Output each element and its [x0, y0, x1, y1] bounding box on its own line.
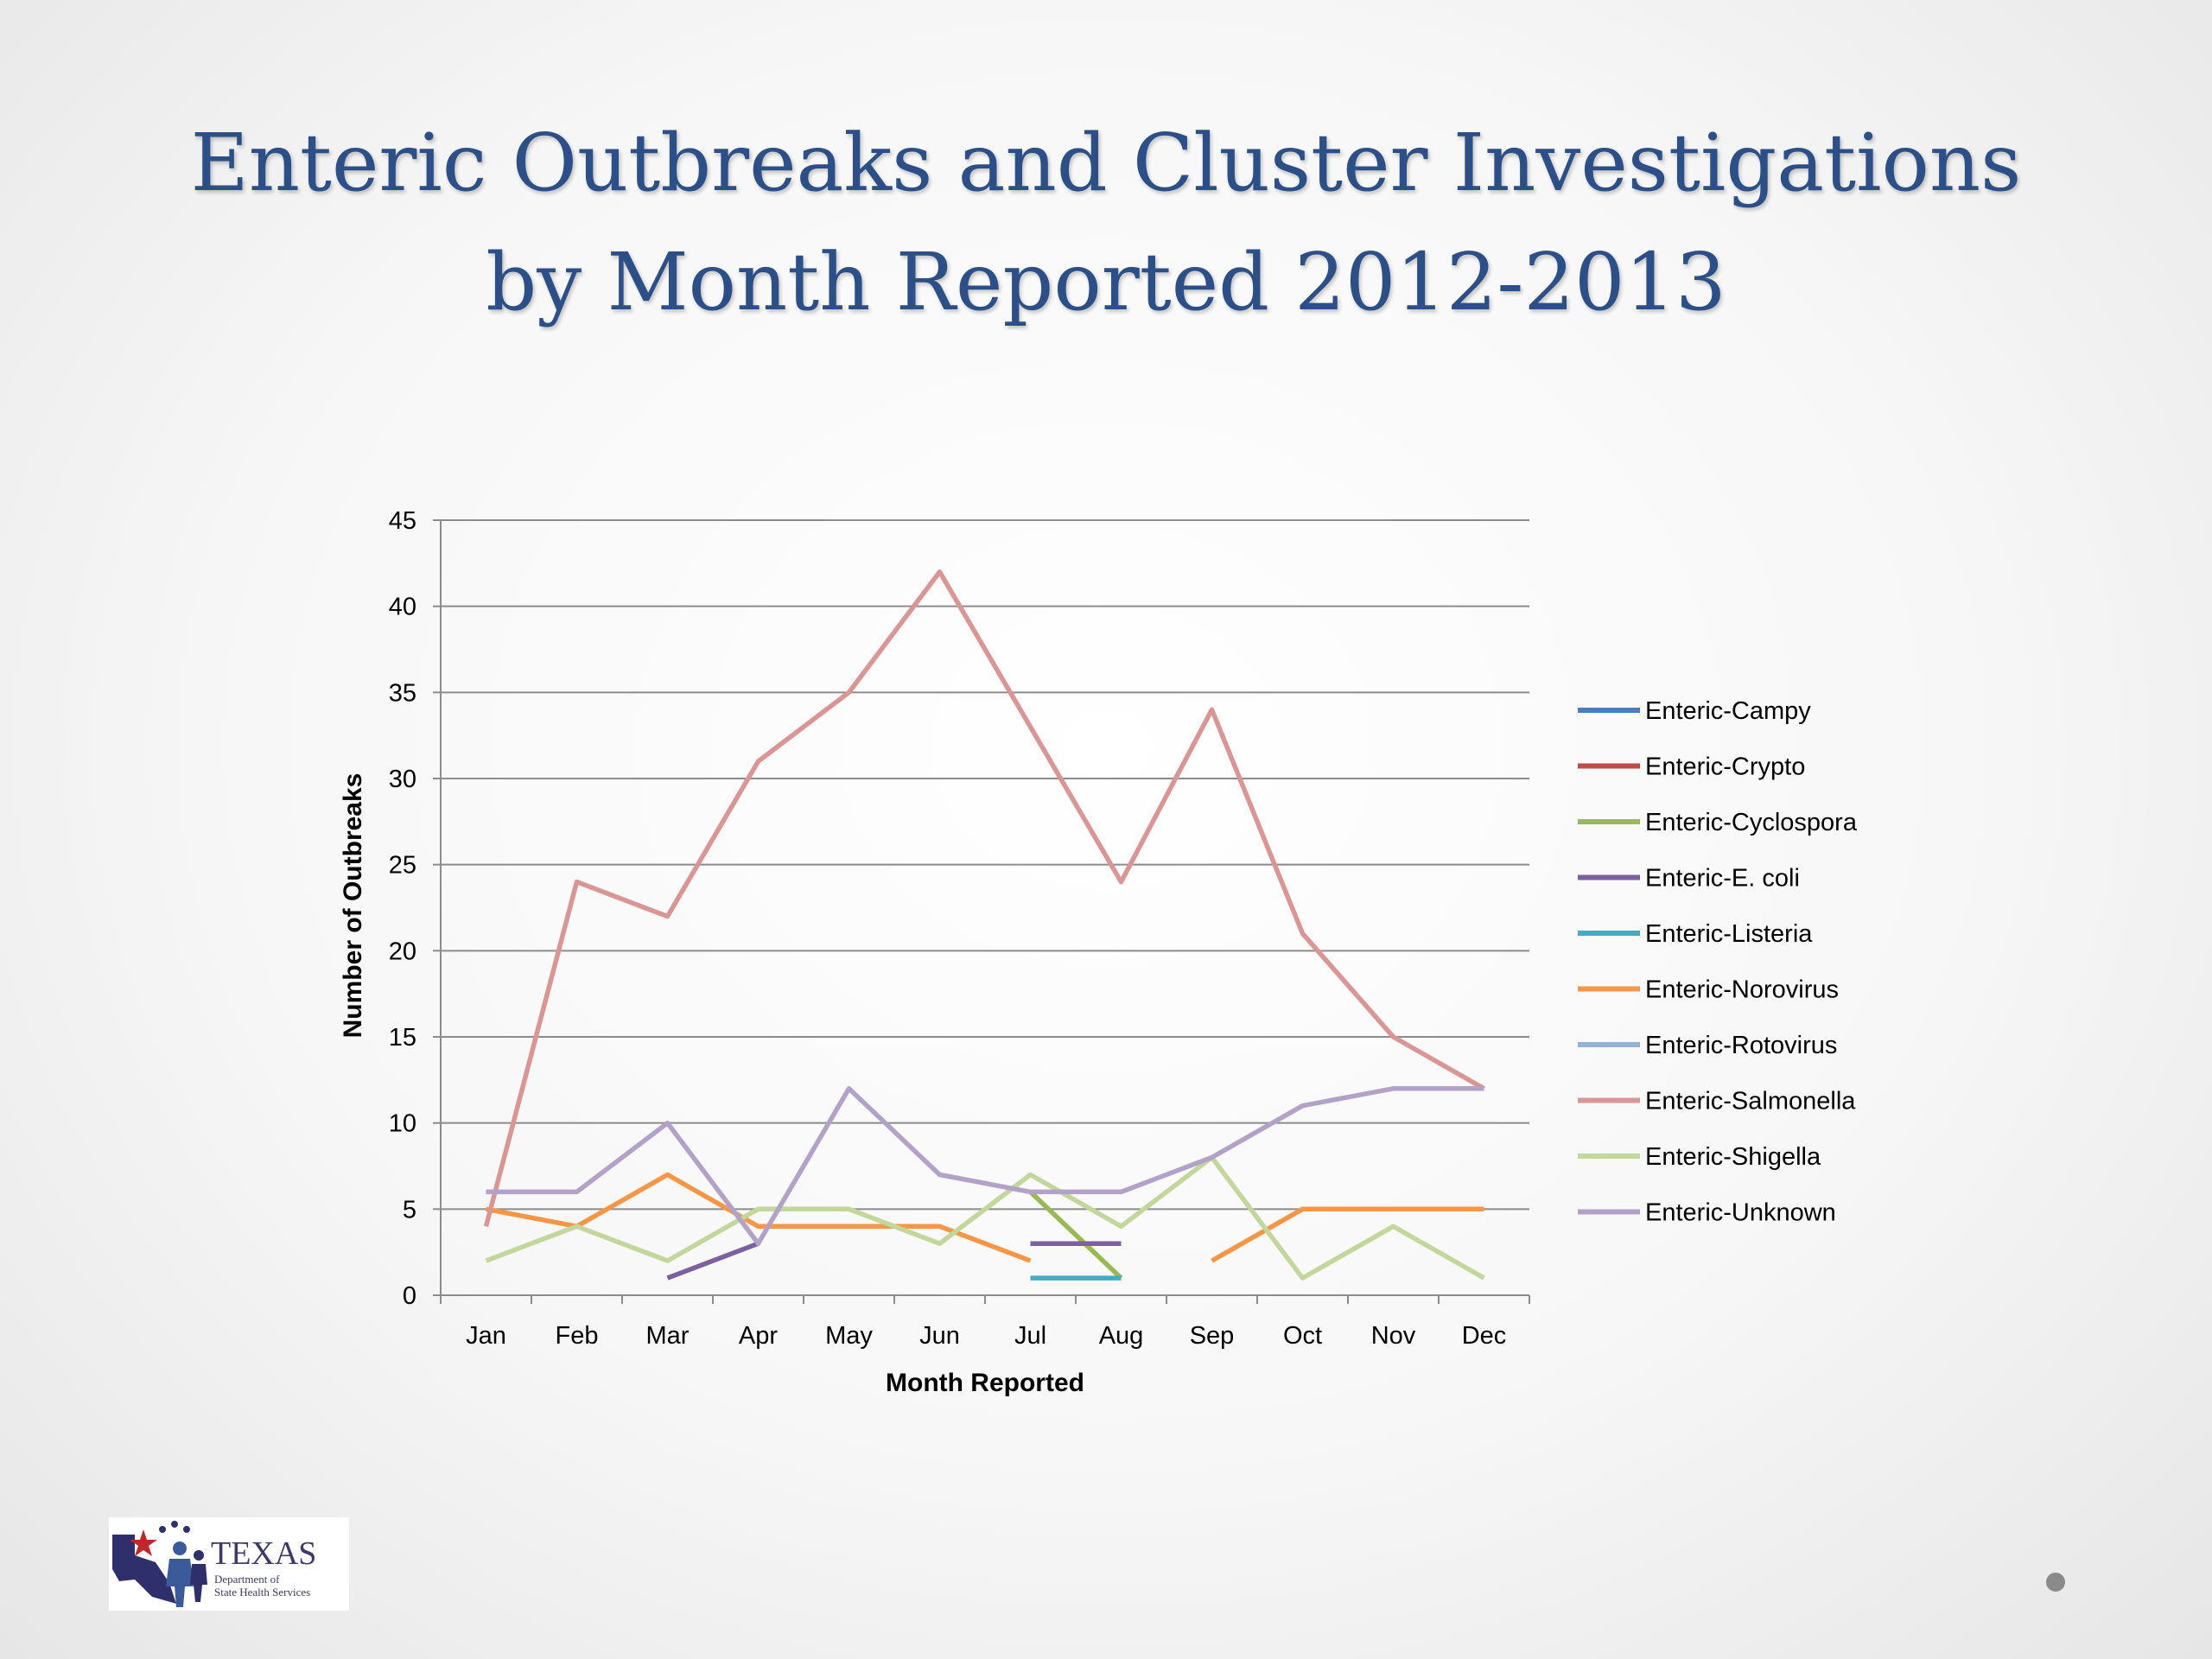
legend-item-enteric-e-coli: Enteric-E. coli: [1578, 865, 1800, 893]
legend-label-enteric-crypto: Enteric-Crypto: [1645, 753, 1805, 781]
y-tick-label: 40: [389, 594, 416, 621]
gridlines: [441, 519, 1529, 1211]
x-tick-label-jan: Jan: [466, 1322, 506, 1350]
x-tick-label-may: May: [825, 1322, 873, 1350]
x-tick-label-oct: Oct: [1283, 1322, 1322, 1350]
legend-label-enteric-salmonella: Enteric-Salmonella: [1645, 1088, 1856, 1116]
series-line-enteric-e-coli: [666, 1241, 1122, 1281]
legend-item-enteric-rotovirus: Enteric-Rotovirus: [1578, 1032, 1837, 1059]
axes: 0 5 10 15 20 25 30 35 40 45 Jan Feb Mar Apr May Jun Jul A…: [389, 507, 1530, 1350]
legend-item-enteric-campy: Enteric-Campy: [1578, 697, 1811, 725]
legend-item-enteric-cyclospora: Enteric-Cyclospora: [1578, 809, 1858, 836]
legend-label-enteric-listeria: Enteric-Listeria: [1645, 920, 1813, 948]
logo-subtitle-line-2: State Health Services: [214, 1586, 311, 1599]
y-tick-label: 15: [389, 1024, 416, 1052]
logo-wordmark: TEXAS: [211, 1535, 317, 1572]
y-tick-label: 20: [389, 938, 416, 965]
legend-label-enteric-campy: Enteric-Campy: [1645, 697, 1811, 725]
legend-item-enteric-unknown: Enteric-Unknown: [1578, 1199, 1836, 1227]
legend-item-enteric-salmonella: Enteric-Salmonella: [1578, 1088, 1856, 1116]
series-line-enteric-salmonella: [483, 569, 1485, 1228]
series-lines: [483, 569, 1485, 1281]
slide-indicator-dot: [2046, 1573, 2065, 1592]
y-axis-label: Number of Outbreaks: [339, 773, 367, 1039]
x-tick-label-mar: Mar: [646, 1322, 690, 1350]
y-tick-label: 5: [403, 1196, 416, 1224]
series-enteric-unknown: [486, 1086, 1484, 1246]
y-tick-label: 10: [389, 1110, 416, 1138]
legend-label-enteric-unknown: Enteric-Unknown: [1645, 1199, 1836, 1227]
y-tick-label: 45: [389, 507, 416, 535]
legend-item-enteric-listeria: Enteric-Listeria: [1578, 920, 1813, 948]
x-tick-label-feb: Feb: [556, 1322, 599, 1350]
x-tick-label-jun: Jun: [919, 1322, 960, 1350]
legend-label-enteric-e-coli: Enteric-E. coli: [1645, 865, 1800, 893]
x-tick-label-nov: Nov: [1371, 1322, 1416, 1350]
series-enteric-salmonella: [483, 569, 1485, 1228]
legend-label-enteric-cyclospora: Enteric-Cyclospora: [1645, 809, 1858, 836]
legend-item-enteric-norovirus: Enteric-Norovirus: [1578, 976, 1839, 1004]
legend: Enteric-Campy Enteric-Crypto Enteric-Cyclo…: [1578, 697, 1858, 1227]
series-line-enteric-shigella: [485, 1154, 1485, 1281]
logo-subtitle: Department of State Health Services: [214, 1573, 344, 1599]
logo-subtitle-line-1: Department of: [214, 1573, 280, 1586]
texas-star-figure-icon: [112, 1521, 207, 1607]
x-axis-label: Month Reported: [886, 1369, 1084, 1397]
series-line-enteric-cyclospora: [1028, 1190, 1123, 1281]
x-tick-label-apr: Apr: [739, 1322, 778, 1350]
x-tick-label-dec: Dec: [1462, 1322, 1507, 1350]
y-tick-label: 30: [389, 766, 416, 793]
series-enteric-e-coli: [666, 1241, 1122, 1281]
legend-item-enteric-crypto: Enteric-Crypto: [1578, 753, 1805, 781]
legend-label-enteric-norovirus: Enteric-Norovirus: [1645, 976, 1839, 1004]
legend-item-enteric-shigella: Enteric-Shigella: [1578, 1143, 1821, 1171]
x-tick-label-jul: Jul: [1014, 1322, 1046, 1350]
legend-label-enteric-shigella: Enteric-Shigella: [1645, 1143, 1821, 1171]
series-line-enteric-unknown: [486, 1086, 1484, 1246]
slide-title: Enteric Outbreaks and Cluster Investigat…: [0, 104, 2212, 342]
y-tick-label: 25: [389, 852, 416, 880]
slide-title-line-1: Enteric Outbreaks and Cluster Investigat…: [190, 117, 2022, 209]
y-tick-label: 0: [403, 1282, 416, 1310]
series-enteric-shigella: [485, 1154, 1485, 1281]
texas-dshs-logo: TEXAS Department of State Health Service…: [109, 1517, 349, 1611]
legend-label-enteric-rotovirus: Enteric-Rotovirus: [1645, 1032, 1837, 1059]
x-tick-label-aug: Aug: [1099, 1322, 1144, 1350]
series-enteric-cyclospora: [1028, 1190, 1123, 1281]
x-tick-label-sep: Sep: [1190, 1322, 1235, 1350]
y-tick-label: 35: [389, 679, 416, 707]
slide-title-line-2: by Month Reported 2012-2013: [486, 236, 1726, 328]
